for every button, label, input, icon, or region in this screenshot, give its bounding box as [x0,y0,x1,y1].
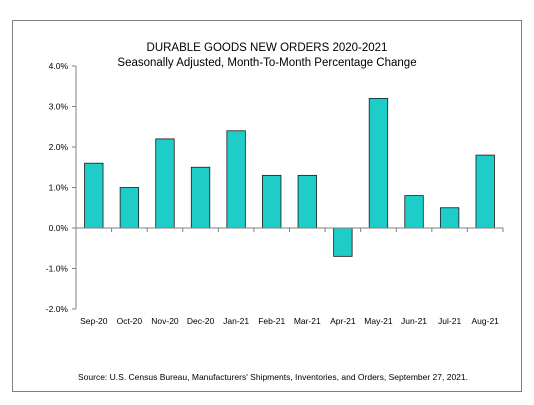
x-tick-label: Aug-21 [471,316,499,326]
chart-frame: DURABLE GOODS NEW ORDERS 2020-2021 Seaso… [12,20,522,392]
x-tick-label: Mar-21 [294,316,321,326]
x-tick-label: Jul-21 [438,316,461,326]
bars [84,98,495,257]
bar-jan-21 [226,130,246,229]
bar-aug-21 [475,154,495,229]
y-tick-label: -2.0% [46,304,69,314]
y-tick-label: -1.0% [46,264,69,274]
x-tick-label: Apr-21 [330,316,356,326]
y-tick-label: 2.0% [49,142,69,152]
y-tick-label: 0.0% [49,223,69,233]
bar-sep-20 [84,162,104,229]
x-tick-label: Jan-21 [223,316,249,326]
bar-chart: DURABLE GOODS NEW ORDERS 2020-2021 Seaso… [46,42,504,382]
bar-apr-21 [333,227,353,257]
bar-mar-21 [297,174,317,229]
y-tick-label: 3.0% [49,102,69,112]
bar-jul-21 [439,207,460,229]
x-tick-label: Feb-21 [258,316,285,326]
source-note: Source: U.S. Census Bureau, Manufacturer… [78,372,468,382]
x-tick-label: Sep-20 [80,316,108,326]
bar-oct-20 [119,187,140,229]
x-tick-label: May-21 [364,316,393,326]
x-tick-label: Dec-20 [187,316,215,326]
bar-feb-21 [262,174,282,229]
bar-may-21 [368,98,389,229]
x-tick-label: Oct-20 [117,316,143,326]
y-axis: -2.0% -1.0% 0.0% 1.0% 2.0% 3.0% 4.0% [46,61,77,314]
y-tick-label: 4.0% [49,61,69,71]
chart-title: DURABLE GOODS NEW ORDERS 2020-2021 [147,42,388,54]
x-axis: Sep-20 Oct-20 Nov-20 Dec-20 Jan-21 Feb-21 Mar-… [75,227,504,326]
y-tick-label: 1.0% [49,183,69,193]
x-tick-label: Nov-20 [151,316,179,326]
bar-nov-20 [155,138,175,229]
bar-jun-21 [404,195,424,229]
x-tick-label: Jun-21 [401,316,427,326]
chart-subtitle: Seasonally Adjusted, Month-To-Month Perc… [117,57,416,69]
bar-dec-20 [190,166,211,229]
